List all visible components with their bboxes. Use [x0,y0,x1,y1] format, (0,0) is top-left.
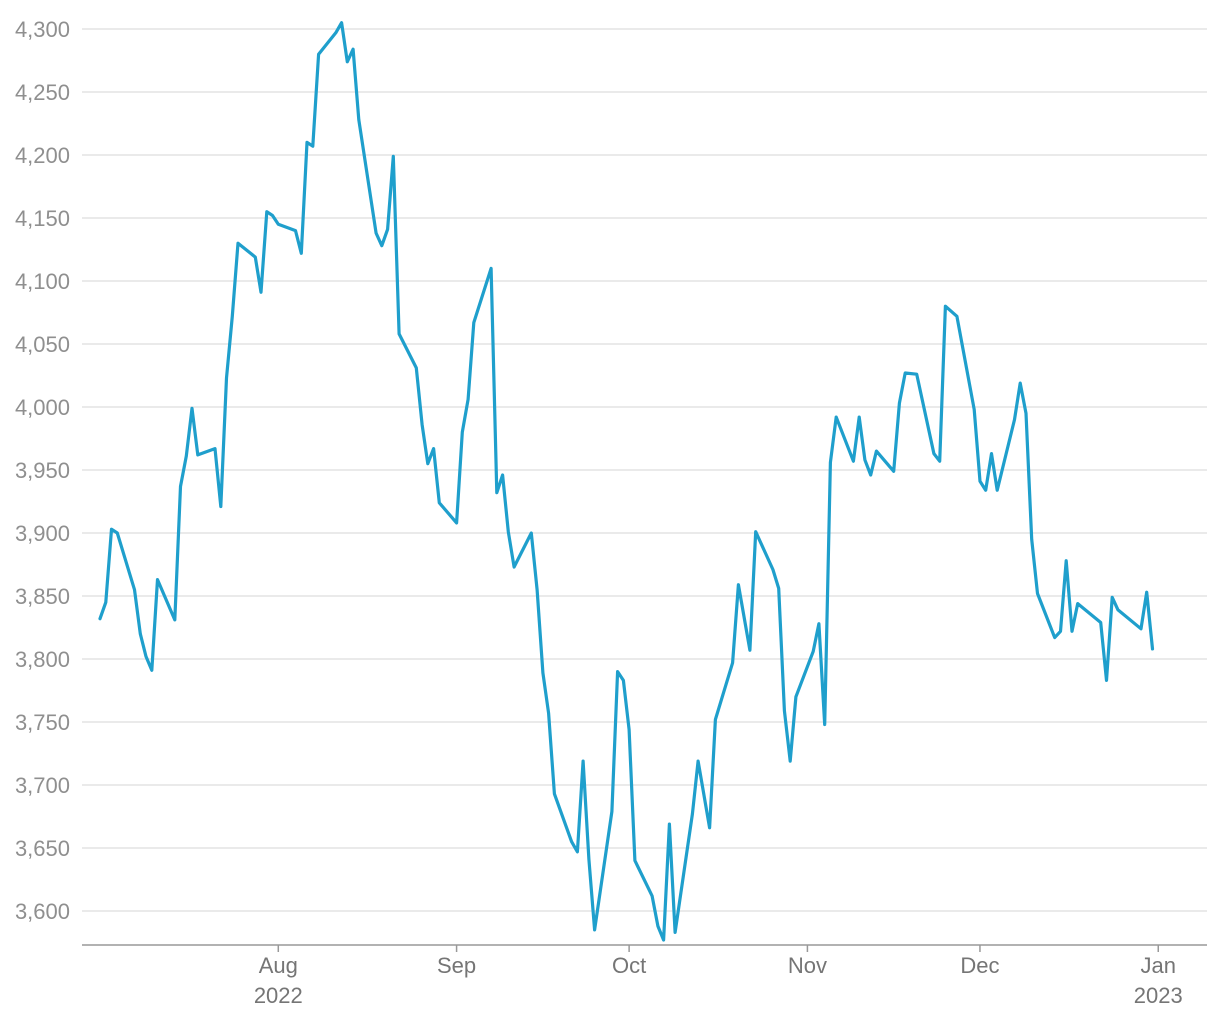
y-tick-label: 4,000 [15,395,70,420]
x-tick-sublabel: 2022 [254,983,303,1008]
y-tick-label: 4,150 [15,206,70,231]
y-tick-label: 3,650 [15,836,70,861]
y-tick-label: 3,700 [15,773,70,798]
x-tick-label: Oct [612,953,646,978]
y-tick-label: 4,200 [15,143,70,168]
y-tick-label: 4,300 [15,17,70,42]
x-tick-label: Nov [788,953,827,978]
x-axis: Aug 2022 Sep Oct Nov Dec Jan 2023 [82,944,1207,1008]
y-tick-label: 4,050 [15,332,70,357]
x-tick-label: Sep [437,953,476,978]
y-tick-label: 4,100 [15,269,70,294]
x-tick-label: Jan [1141,953,1176,978]
y-axis: 3,600 3,650 3,700 3,750 3,800 3,850 3,900 3,950… [15,17,70,924]
x-tick-label: Aug [259,953,298,978]
x-tick-sublabel: 2023 [1134,983,1183,1008]
y-tick-label: 3,950 [15,458,70,483]
gridlines [82,28,1207,912]
y-tick-label: 3,600 [15,899,70,924]
y-tick-label: 3,800 [15,647,70,672]
y-tick-label: 3,850 [15,584,70,609]
y-tick-label: 3,750 [15,710,70,735]
y-tick-label: 3,900 [15,521,70,546]
y-tick-label: 4,250 [15,80,70,105]
series-line [98,21,1155,942]
series-group [98,21,1155,942]
x-tick-label: Dec [960,953,999,978]
